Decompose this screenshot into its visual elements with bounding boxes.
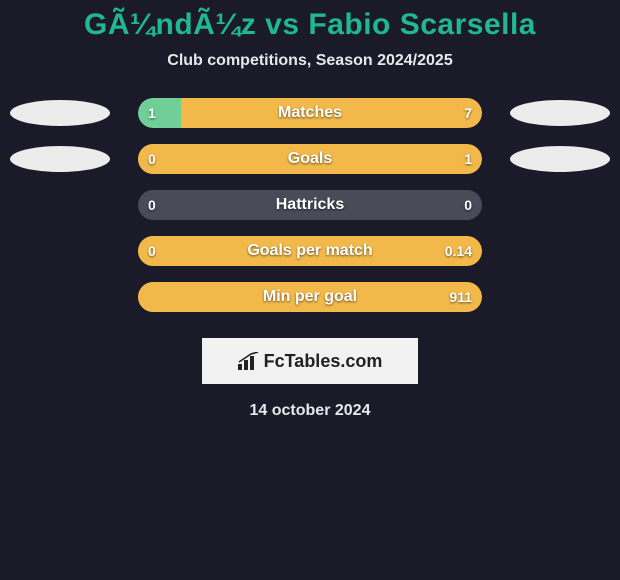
- stat-bar: Matches1 7: [138, 98, 482, 128]
- logo-text: FcTables.com: [264, 351, 383, 372]
- stat-bar: Hattricks0 0: [138, 190, 482, 220]
- stat-value-right: 1: [464, 144, 472, 174]
- stat-label: Goals per match: [138, 236, 482, 266]
- stat-value-left: 0: [148, 236, 156, 266]
- stat-value-right: 0: [464, 190, 472, 220]
- stat-value-left: 0: [148, 190, 156, 220]
- stat-value-right: 911: [449, 282, 472, 312]
- site-logo: FcTables.com: [202, 338, 418, 384]
- stat-value-right: 7: [464, 98, 472, 128]
- stat-bar: Goals per match0 0.14: [138, 236, 482, 266]
- stat-bar: Min per goal911: [138, 282, 482, 312]
- stat-row: Matches1 7: [0, 90, 620, 136]
- chart-icon: [238, 352, 260, 370]
- stat-value-left: 0: [148, 144, 156, 174]
- comparison-title: GÃ¼ndÃ¼z vs Fabio Scarsella: [0, 0, 620, 52]
- stat-row: Min per goal911: [0, 274, 620, 320]
- badge-placeholder: [510, 284, 610, 310]
- stat-row: Goals0 1: [0, 136, 620, 182]
- player-right-badge: [510, 146, 610, 172]
- stats-container: Matches17Goals01Hattricks00Goals per mat…: [0, 90, 620, 320]
- badge-placeholder: [510, 238, 610, 264]
- competition-subtitle: Club competitions, Season 2024/2025: [0, 52, 620, 90]
- stat-value-right: 0.14: [445, 236, 472, 266]
- player-left-badge: [10, 100, 110, 126]
- stat-value-left: 1: [148, 98, 156, 128]
- snapshot-date: 14 october 2024: [0, 402, 620, 420]
- stat-label: Hattricks: [138, 190, 482, 220]
- stat-label: Matches: [138, 98, 482, 128]
- player-left-badge: [10, 146, 110, 172]
- stat-bar: Goals0 1: [138, 144, 482, 174]
- badge-placeholder: [10, 192, 110, 218]
- logo-content: FcTables.com: [238, 351, 383, 372]
- badge-placeholder: [510, 192, 610, 218]
- badge-placeholder: [10, 284, 110, 310]
- stat-label: Min per goal: [138, 282, 482, 312]
- stat-row: Hattricks0 0: [0, 182, 620, 228]
- stat-label: Goals: [138, 144, 482, 174]
- stat-row: Goals per match0 0.14: [0, 228, 620, 274]
- player-right-badge: [510, 100, 610, 126]
- badge-placeholder: [10, 238, 110, 264]
